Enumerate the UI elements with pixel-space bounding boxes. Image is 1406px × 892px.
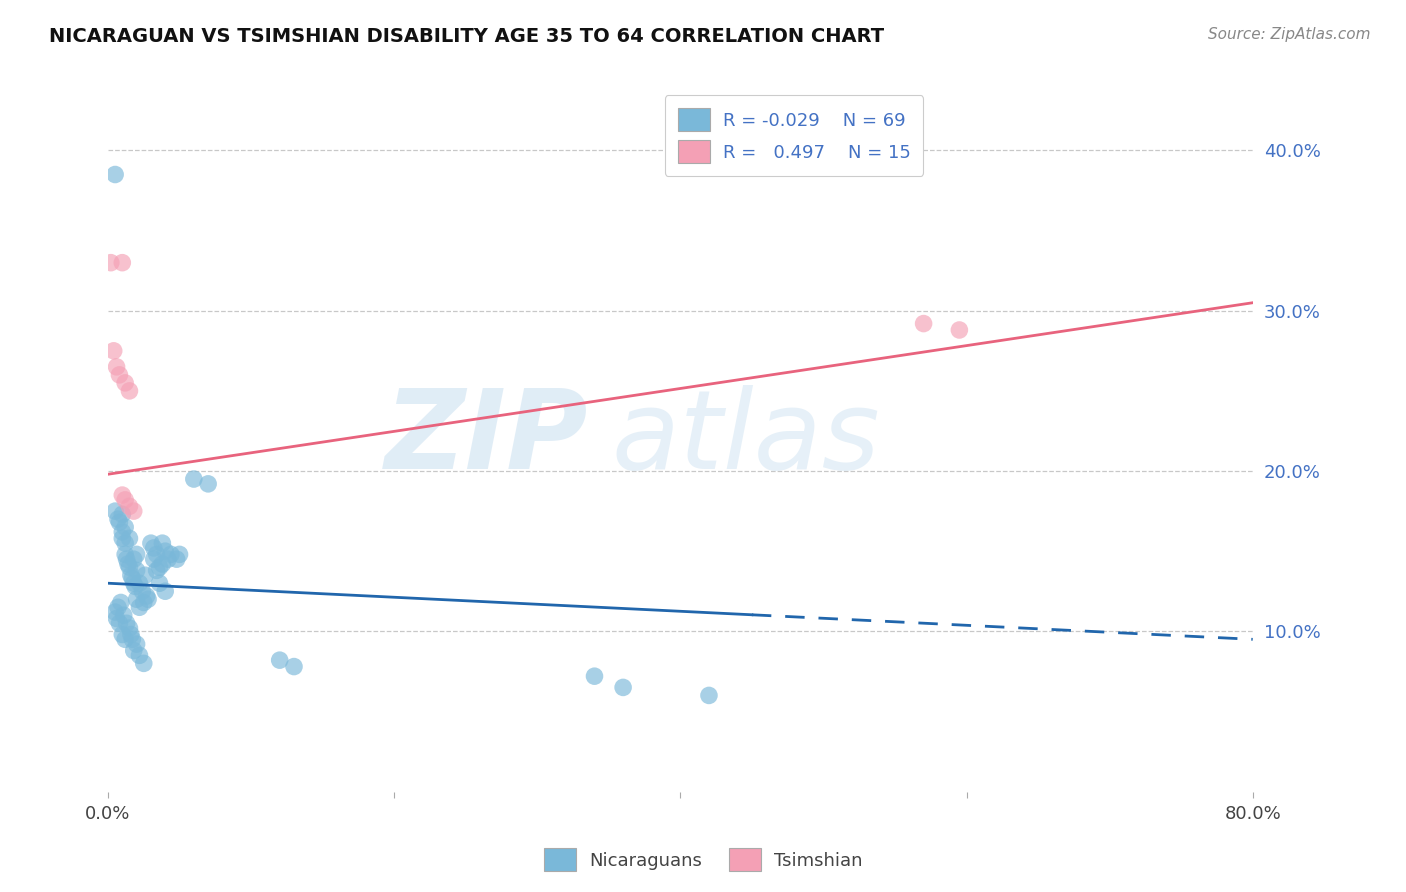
- Point: [145, 563, 167, 577]
- Point: [118, 384, 141, 398]
- Point: [155, 584, 177, 599]
- Point: [166, 552, 188, 566]
- Point: [122, 504, 145, 518]
- Point: [114, 520, 136, 534]
- Point: [115, 616, 138, 631]
- Point: [121, 571, 143, 585]
- Point: [104, 504, 127, 518]
- Point: [283, 659, 305, 673]
- Point: [139, 536, 162, 550]
- Text: Source: ZipAtlas.com: Source: ZipAtlas.com: [1208, 27, 1371, 42]
- Point: [145, 547, 167, 561]
- Point: [122, 552, 145, 566]
- Point: [148, 576, 170, 591]
- Point: [125, 547, 148, 561]
- Text: ZIP: ZIP: [385, 385, 589, 492]
- Point: [124, 579, 146, 593]
- Legend: Nicaraguans, Tsimshian: Nicaraguans, Tsimshian: [537, 841, 869, 879]
- Point: [108, 516, 131, 530]
- Point: [108, 368, 131, 382]
- Point: [125, 592, 148, 607]
- Point: [114, 376, 136, 390]
- Point: [107, 600, 129, 615]
- Point: [135, 589, 157, 603]
- Point: [948, 323, 970, 337]
- Point: [132, 657, 155, 671]
- Point: [128, 648, 150, 663]
- Point: [583, 669, 606, 683]
- Point: [100, 255, 122, 269]
- Point: [612, 681, 634, 695]
- Point: [111, 627, 134, 641]
- Point: [128, 576, 150, 591]
- Point: [142, 552, 165, 566]
- Point: [169, 547, 191, 561]
- Point: [114, 547, 136, 561]
- Point: [118, 560, 141, 574]
- Point: [118, 532, 141, 546]
- Point: [134, 568, 156, 582]
- Point: [111, 524, 134, 539]
- Point: [107, 512, 129, 526]
- Point: [197, 476, 219, 491]
- Point: [148, 560, 170, 574]
- Point: [155, 544, 177, 558]
- Point: [114, 492, 136, 507]
- Point: [157, 552, 180, 566]
- Point: [105, 359, 128, 374]
- Point: [121, 632, 143, 647]
- Point: [111, 508, 134, 522]
- Point: [131, 584, 153, 599]
- Point: [122, 643, 145, 657]
- Point: [120, 627, 142, 641]
- Point: [150, 557, 173, 571]
- Point: [120, 568, 142, 582]
- Point: [269, 653, 291, 667]
- Point: [110, 595, 132, 609]
- Legend: R = -0.029    N = 69, R =   0.497    N = 15: R = -0.029 N = 69, R = 0.497 N = 15: [665, 95, 924, 176]
- Point: [111, 255, 134, 269]
- Point: [183, 472, 205, 486]
- Point: [150, 536, 173, 550]
- Point: [108, 616, 131, 631]
- Point: [104, 605, 127, 619]
- Text: atlas: atlas: [612, 385, 880, 492]
- Point: [112, 608, 135, 623]
- Point: [118, 500, 141, 514]
- Point: [122, 576, 145, 591]
- Point: [128, 600, 150, 615]
- Point: [117, 557, 139, 571]
- Point: [697, 689, 720, 703]
- Point: [142, 541, 165, 555]
- Text: NICARAGUAN VS TSIMSHIAN DISABILITY AGE 35 TO 64 CORRELATION CHART: NICARAGUAN VS TSIMSHIAN DISABILITY AGE 3…: [49, 27, 884, 45]
- Point: [111, 532, 134, 546]
- Point: [125, 563, 148, 577]
- Point: [160, 547, 183, 561]
- Point: [103, 343, 125, 358]
- Point: [118, 621, 141, 635]
- Point: [115, 552, 138, 566]
- Point: [114, 632, 136, 647]
- Point: [125, 637, 148, 651]
- Point: [114, 536, 136, 550]
- Point: [111, 488, 134, 502]
- Point: [132, 595, 155, 609]
- Point: [912, 317, 935, 331]
- Point: [136, 592, 159, 607]
- Point: [105, 611, 128, 625]
- Point: [104, 168, 127, 182]
